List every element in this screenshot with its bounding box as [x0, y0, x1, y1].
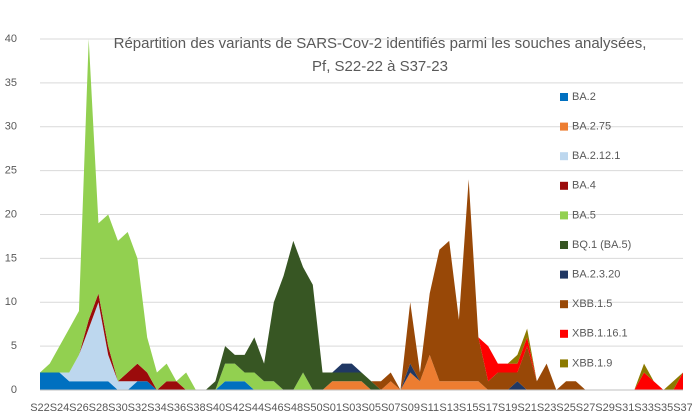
x-tick-label: S25 — [556, 402, 576, 414]
x-tick-label: S36 — [167, 402, 187, 414]
x-tick-label: S21 — [517, 402, 537, 414]
x-tick-label: S46 — [264, 402, 284, 414]
x-tick-label: S05 — [361, 402, 381, 414]
legend-swatch — [560, 152, 568, 161]
legend-label: BA.2.3.20 — [572, 269, 620, 281]
legend-swatch — [560, 93, 568, 101]
x-tick-label: S13 — [439, 402, 459, 414]
legend-swatch — [560, 241, 568, 249]
y-tick-label: 20 — [5, 208, 17, 220]
y-tick-label: 40 — [5, 33, 17, 45]
legend-label: XBB.1.9 — [572, 357, 612, 369]
legend-label: BA.5 — [572, 209, 596, 221]
area — [40, 354, 683, 390]
legend-swatch — [560, 329, 568, 338]
x-tick-label: S34 — [147, 402, 167, 414]
x-tick-label: S09 — [400, 402, 420, 414]
legend-swatch — [560, 300, 568, 309]
x-tick-label: S42 — [225, 402, 245, 414]
x-tick-label: S32 — [128, 402, 148, 414]
y-tick-label: 25 — [5, 165, 17, 177]
x-tick-label: S50 — [303, 402, 323, 414]
x-tick-label: S24 — [50, 402, 70, 414]
x-tick-label: S44 — [245, 402, 265, 414]
area — [40, 372, 683, 390]
chart-title: Répartition des variants de SARS-Cov-2 i… — [113, 35, 647, 75]
legend-label: BA.2.12.1 — [572, 150, 620, 162]
y-tick-label: 10 — [5, 296, 17, 308]
legend-swatch — [560, 211, 568, 220]
legend-swatch — [560, 122, 568, 131]
x-tick-label: S11 — [420, 402, 439, 414]
x-tick-label: S37 — [673, 402, 692, 414]
x-tick-label: S07 — [381, 402, 401, 414]
y-tick-label: 5 — [11, 340, 17, 352]
legend-label: BA.2 — [572, 91, 596, 103]
x-tick-label: S35 — [654, 402, 674, 414]
x-tick-label: S48 — [284, 402, 304, 414]
x-tick-label: S40 — [206, 402, 226, 414]
legend-label: BQ.1 (BA.5) — [572, 239, 631, 251]
x-tick-label: S19 — [498, 402, 518, 414]
legend-label: BA.4 — [572, 180, 596, 192]
x-tick-label: S22 — [30, 402, 50, 414]
legend-swatch — [560, 270, 568, 279]
legend-label: XBB.1.16.1 — [572, 328, 628, 340]
x-tick-label: S03 — [342, 402, 362, 414]
area — [40, 302, 683, 390]
x-tick-label: S26 — [69, 402, 89, 414]
legend-label: XBB.1.5 — [572, 298, 612, 310]
x-tick-label: S38 — [186, 402, 206, 414]
y-tick-label: 15 — [5, 252, 17, 264]
x-tick-label: S28 — [89, 402, 109, 414]
x-tick-label: S15 — [459, 402, 479, 414]
legend-label: BA.2.75 — [572, 121, 611, 133]
x-tick-label: S17 — [478, 402, 498, 414]
y-tick-label: 35 — [5, 77, 17, 89]
x-tick-label: S31 — [615, 402, 635, 414]
legend-swatch — [560, 359, 568, 368]
x-tick-label: S23 — [537, 402, 557, 414]
y-tick-label: 0 — [11, 384, 17, 396]
legend-swatch — [560, 181, 568, 190]
x-tick-label: S27 — [576, 402, 596, 414]
x-tick-label: S01 — [322, 402, 342, 414]
x-tick-label: S33 — [634, 402, 654, 414]
y-tick-label: 30 — [5, 121, 17, 133]
x-tick-label: S29 — [595, 402, 615, 414]
x-tick-label: S30 — [108, 402, 128, 414]
